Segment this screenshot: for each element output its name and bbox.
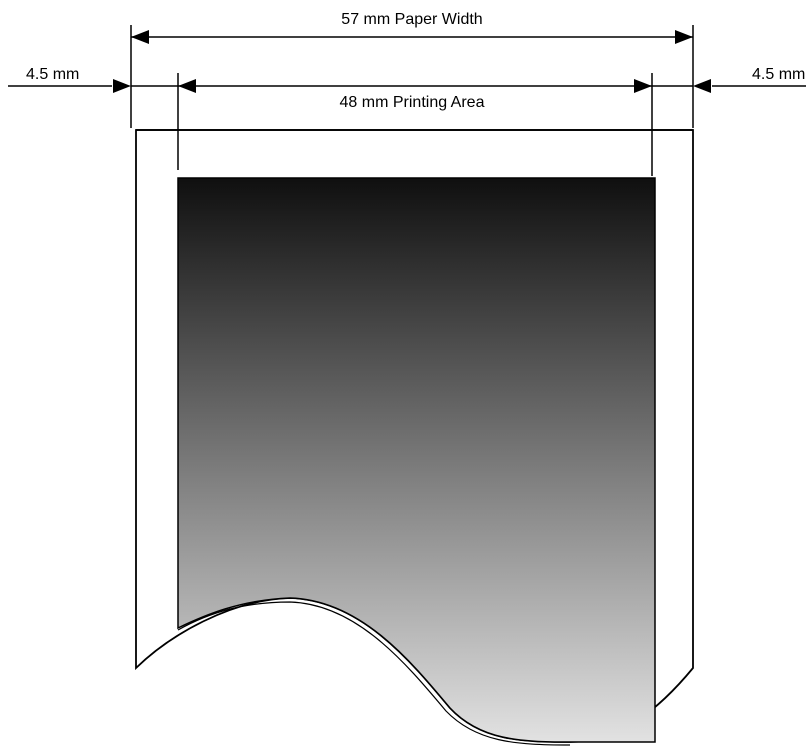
right-margin-label: 4.5 mm (752, 66, 805, 83)
printing-area-arrow-left (178, 79, 196, 93)
left-margin-arrow (113, 79, 131, 93)
printing-area-label: 48 mm Printing Area (340, 94, 485, 111)
paper-width-arrow-right (675, 30, 693, 44)
paper-width-arrow-left (131, 30, 149, 44)
printing-area-arrow-right (634, 79, 652, 93)
right-margin-arrow (693, 79, 711, 93)
paper-wave-inner (177, 601, 571, 746)
left-margin-label: 4.5 mm (26, 66, 79, 83)
paper-width-label: 57 mm Paper Width (341, 11, 482, 28)
printing-area (177, 177, 656, 743)
